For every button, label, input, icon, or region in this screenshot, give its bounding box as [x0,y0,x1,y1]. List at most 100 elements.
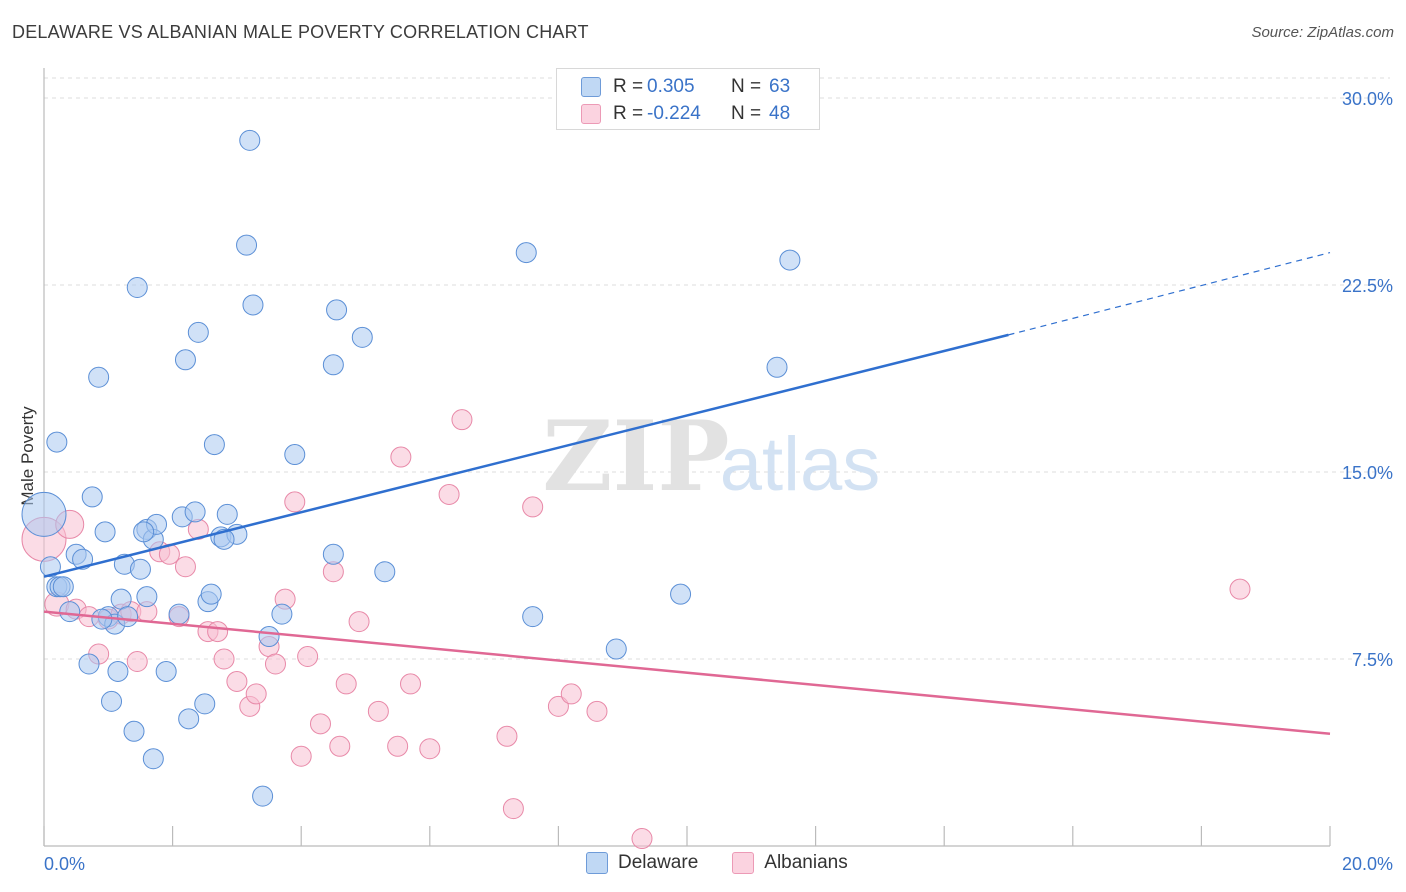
delaware-point [21,491,67,537]
albanians-point [586,700,608,722]
gridlines [44,77,1390,660]
legend-r-label: R = [613,103,644,124]
delaware-point [72,548,94,570]
y-tick-label: 22.5% [1342,276,1393,296]
legend-label-delaware: Delaware [618,852,699,873]
legend-swatch-albanians [732,852,755,874]
delaware-point [155,660,177,682]
delaware-point [258,626,280,648]
delaware-point [52,576,74,598]
delaware-point [129,558,151,580]
delaware-point [184,501,206,523]
delaware-point [46,431,68,453]
delaware-point [39,556,61,578]
delaware-point [239,129,261,151]
legend-r-label: R = [613,76,644,97]
legend-n-value: 48 [769,103,791,124]
delaware-point [322,354,344,376]
albanians-point [226,670,248,692]
legend-r-value: 0.305 [647,76,695,97]
delaware-point [779,249,801,271]
delaware-point [78,653,100,675]
delaware-point [126,276,148,298]
delaware-point [271,603,293,625]
delaware-point [522,606,544,628]
delaware-point [178,708,200,730]
albanians-point [400,673,422,695]
y-tick-label: 15.0% [1342,463,1393,483]
delaware-point [59,601,81,623]
delaware-point [91,608,113,630]
tick-labels: 7.5% 15.0% 22.5% 30.0% 0.0% 20.0% [44,89,1393,874]
legend-row-delaware: R = 0.305 N = 63 [581,75,790,99]
albanians-point [390,446,412,468]
delaware-point [123,720,145,742]
delaware-point [766,356,788,378]
delaware-point [101,690,123,712]
albanians-point [309,713,331,735]
albanians-point [451,409,473,431]
y-tick-label: 7.5% [1352,650,1393,670]
axes [43,68,1331,847]
legend-n-label: N = [731,76,762,97]
delaware-point [242,294,264,316]
albanians-point [348,611,370,633]
delaware-point [670,583,692,605]
albanians-point [387,735,409,757]
legend-swatch-delaware [586,852,608,874]
series-delaware-points [21,129,801,807]
albanians-point [284,491,306,513]
legend-n-value: 63 [769,76,791,97]
legend-n-label: N = [731,103,762,124]
albanians-point [1229,578,1251,600]
legend-item-albanians[interactable]: Albanians [732,852,848,874]
albanians-point [496,725,518,747]
delaware-point [351,326,373,348]
delaware-point [142,748,164,770]
trend-lines [43,252,1331,736]
albanians-point [522,496,544,518]
albanians-point [502,798,524,820]
x-tick-label: 0.0% [44,854,85,874]
albanians-point [329,735,351,757]
albanians-point [264,653,286,675]
correlation-legend: R = 0.305 N = 63 R = -0.224 N = 48 [556,68,820,130]
albanians-point [126,650,148,672]
chart-title: DELAWARE VS ALBANIAN MALE POVERTY CORREL… [12,22,589,42]
albanians-point [419,738,441,760]
delaware-trend-line [43,333,1009,578]
delaware-point [107,660,129,682]
watermark-zip: ZIP [542,400,729,513]
watermark-atlas: atlas [720,422,881,507]
delaware-point [605,638,627,660]
delaware-point [252,785,274,807]
albanians-point [335,673,357,695]
y-tick-label: 30.0% [1342,89,1393,109]
delaware-point [374,561,396,583]
albanians-point [560,683,582,705]
legend-swatch-albanians [581,104,601,124]
delaware-point [94,521,116,543]
delaware-point [136,586,158,608]
delaware-point [216,503,238,525]
albanians-trend-line [43,610,1331,736]
delaware-point [187,321,209,343]
watermark: ZIP atlas [542,400,880,513]
delaware-point [236,234,258,256]
albanians-point [290,745,312,767]
albanians-point [438,483,460,505]
delaware-point [326,299,348,321]
legend-item-delaware[interactable]: Delaware [586,852,698,874]
delaware-point [200,583,222,605]
delaware-point [88,366,110,388]
albanians-point [631,828,653,850]
delaware-point [133,521,155,543]
albanians-point [547,695,569,717]
delaware-point [515,242,537,264]
x-tick-label: 20.0% [1342,854,1393,874]
delaware-point [117,606,139,628]
source-label: Source: ZipAtlas.com [1251,24,1394,41]
legend-row-albanians: R = -0.224 N = 48 [581,102,790,126]
legend-r-value: -0.224 [647,103,701,124]
